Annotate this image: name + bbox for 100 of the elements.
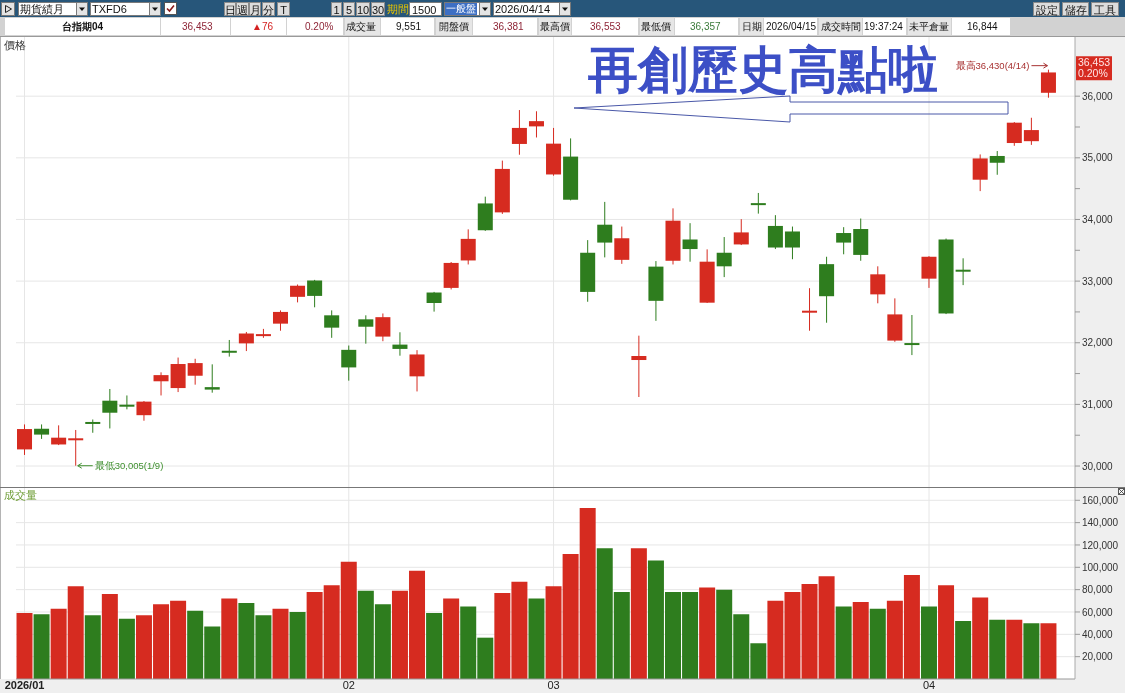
text: 1500 xyxy=(412,4,437,16)
bar xyxy=(852,601,869,679)
text: 5 xyxy=(345,4,353,16)
y-tick-label: 80,000 xyxy=(1082,584,1114,596)
candlestick xyxy=(375,312,391,342)
bar xyxy=(221,598,238,679)
bar xyxy=(16,613,33,679)
candlestick xyxy=(921,255,937,289)
bar xyxy=(989,619,1006,679)
y-tick-label: 140,000 xyxy=(1082,517,1119,529)
y-tick-label: 32,000 xyxy=(1082,337,1114,349)
candlestick xyxy=(238,331,254,352)
y-tick-label: 35,000 xyxy=(1082,152,1114,164)
text: 1 xyxy=(333,4,340,16)
candlestick xyxy=(750,192,766,215)
candlestick xyxy=(614,226,630,265)
candlestick xyxy=(460,228,476,265)
text: 9,551 xyxy=(396,21,422,32)
candlestick xyxy=(1040,69,1056,99)
candlestick xyxy=(119,394,135,410)
bar xyxy=(289,611,306,679)
text: 一般盤 xyxy=(446,3,476,14)
candlestick xyxy=(136,400,152,422)
text: 2026/04/14 xyxy=(495,3,551,15)
candlestick xyxy=(426,291,442,313)
bar xyxy=(938,585,955,679)
text: 成交量 xyxy=(346,21,376,32)
x-tick-label: 04 xyxy=(922,678,936,691)
candlestick xyxy=(597,201,613,258)
text: 30 xyxy=(372,4,385,16)
candlestick xyxy=(68,429,84,467)
bar xyxy=(835,606,852,679)
bar xyxy=(955,620,972,679)
annotation: 36,453 0.20% xyxy=(1078,55,1111,79)
bar xyxy=(1023,623,1040,679)
bar xyxy=(630,548,647,679)
text: 未平倉量 xyxy=(909,21,949,32)
text: TXFD6 xyxy=(92,3,127,15)
candlestick xyxy=(409,349,425,392)
bar xyxy=(869,608,886,679)
candlestick xyxy=(187,358,203,386)
candlestick xyxy=(102,388,118,429)
y-tick-label: 36,000 xyxy=(1082,90,1114,102)
bar xyxy=(84,615,101,679)
y-tick-label: 60,000 xyxy=(1082,606,1114,618)
annotation: 最高36,430(4/14) xyxy=(955,60,1030,71)
bar xyxy=(426,613,443,679)
bar xyxy=(920,606,937,679)
candlestick xyxy=(631,335,647,398)
candlestick xyxy=(153,371,169,396)
text: 儲存 xyxy=(1064,4,1087,16)
candlestick xyxy=(716,236,732,278)
candlestick xyxy=(1023,117,1039,146)
candlestick xyxy=(17,423,33,456)
candlestick xyxy=(528,110,544,138)
text: 最高價 xyxy=(540,21,570,32)
bar xyxy=(101,594,118,679)
y-tick-label: 20,000 xyxy=(1082,651,1114,663)
text: 台指期04 xyxy=(61,21,104,32)
chart-title: 再創歷史高點啦 xyxy=(587,42,938,98)
text: 36,453 xyxy=(182,21,213,32)
candlestick xyxy=(272,309,288,332)
bar xyxy=(1040,623,1057,679)
x-tick-label: 02 xyxy=(342,678,355,691)
y-axis-title: 價格 xyxy=(4,38,26,51)
bar xyxy=(272,608,289,679)
candlestick xyxy=(802,287,818,332)
y-tick-label: 120,000 xyxy=(1082,539,1119,551)
text: T xyxy=(280,4,287,16)
text: 16,844 xyxy=(967,21,998,32)
text: 36,357 xyxy=(690,21,721,32)
text: 10 xyxy=(357,4,370,16)
text: 期間 xyxy=(387,3,409,15)
candlestick xyxy=(358,314,374,345)
text: 日期 xyxy=(742,21,762,32)
text: 工具 xyxy=(1094,4,1116,16)
candlestick xyxy=(307,279,323,308)
x-tick-label: 2026/01 xyxy=(4,678,45,691)
candlestick xyxy=(341,345,357,382)
text: 設定 xyxy=(1035,4,1058,16)
annotation: 最低30,005(1/9) xyxy=(94,460,164,472)
candlestick xyxy=(870,265,886,304)
candlestick xyxy=(324,309,340,339)
y-tick-label: 33,000 xyxy=(1082,275,1114,287)
candlestick xyxy=(733,218,749,246)
candlestick xyxy=(511,109,527,156)
text: 最低價 xyxy=(641,21,671,32)
candlestick xyxy=(904,314,920,356)
y-tick-label: 30,000 xyxy=(1082,460,1114,472)
text: 0.20% xyxy=(305,21,334,32)
candlestick xyxy=(836,226,852,255)
text: ▲76 xyxy=(252,21,274,32)
candlestick xyxy=(767,214,783,250)
y-tick-label: 160,000 xyxy=(1082,494,1119,506)
text: 分 xyxy=(263,4,274,16)
text: 36,381 xyxy=(493,21,524,32)
bar xyxy=(33,614,50,679)
bar xyxy=(528,598,545,679)
y-tick-label: 100,000 xyxy=(1082,561,1119,573)
x-tick-label: 03 xyxy=(547,678,560,691)
